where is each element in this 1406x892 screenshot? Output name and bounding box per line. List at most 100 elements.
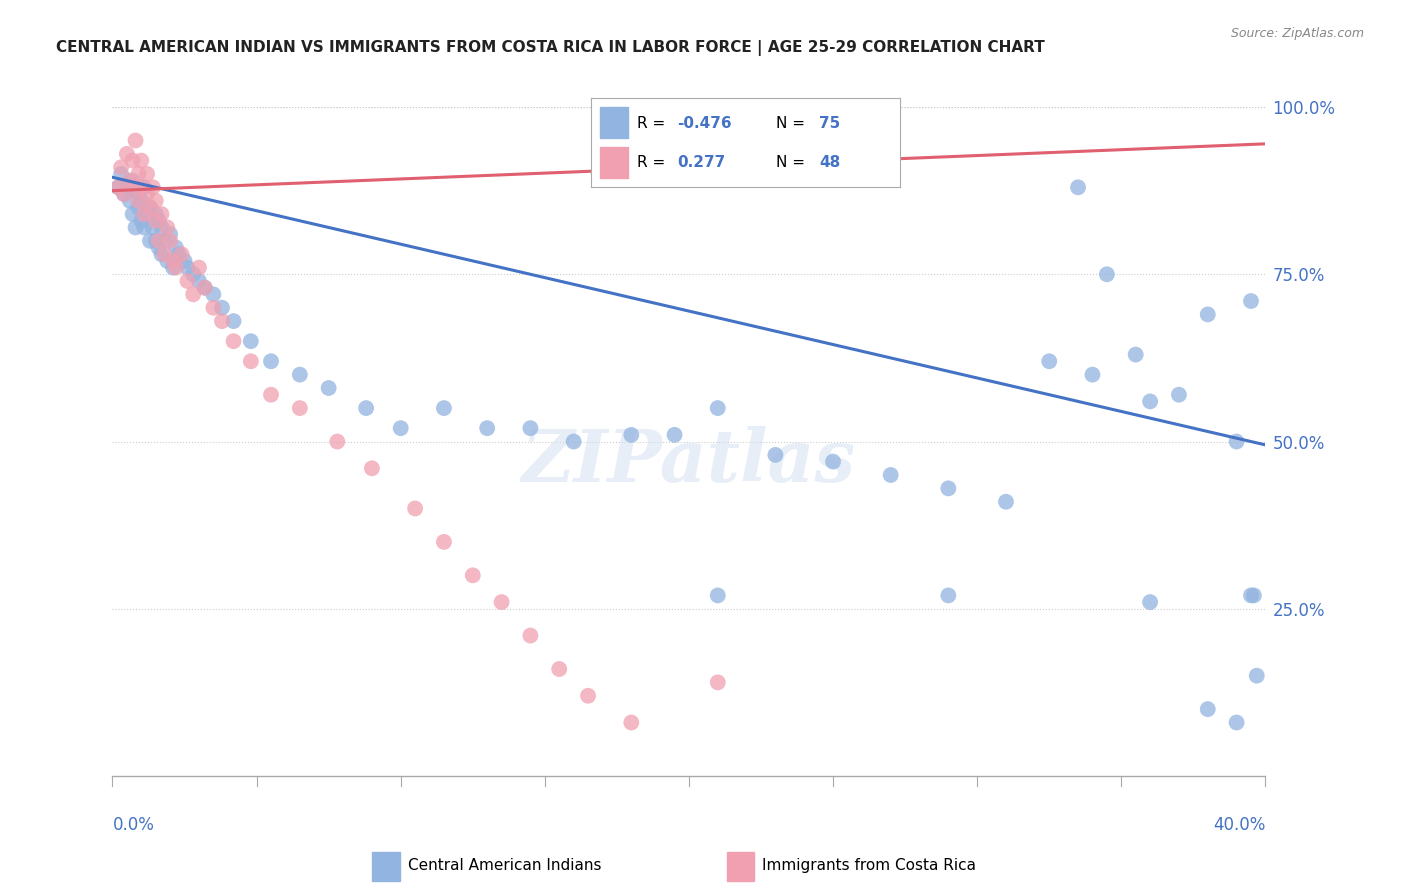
- Point: [211, 301, 233, 315]
- Point: [162, 253, 184, 268]
- Point: [127, 167, 149, 181]
- Point: [318, 381, 340, 395]
- Point: [176, 274, 198, 288]
- Point: [173, 253, 195, 268]
- Point: [548, 662, 571, 676]
- Bar: [373, 852, 399, 881]
- Point: [1240, 294, 1263, 309]
- Point: [1139, 595, 1161, 609]
- Point: [134, 220, 156, 235]
- Point: [260, 354, 283, 368]
- Point: [139, 201, 162, 215]
- Point: [142, 220, 165, 235]
- Point: [124, 133, 146, 147]
- Point: [354, 401, 377, 415]
- Text: Immigrants from Costa Rica: Immigrants from Costa Rica: [762, 858, 976, 872]
- Point: [1197, 702, 1219, 716]
- Point: [475, 421, 499, 435]
- Text: 48: 48: [820, 155, 841, 169]
- Point: [1139, 394, 1161, 409]
- Point: [124, 180, 146, 194]
- Point: [110, 167, 132, 181]
- Point: [1125, 347, 1147, 362]
- Point: [145, 234, 167, 248]
- Point: [936, 482, 959, 496]
- Point: [121, 207, 143, 221]
- Point: [1067, 180, 1090, 194]
- Point: [1095, 268, 1118, 282]
- Point: [136, 167, 159, 181]
- Point: [162, 260, 184, 275]
- Point: [129, 180, 153, 194]
- Point: [129, 194, 153, 208]
- Point: [139, 201, 162, 215]
- Point: [148, 213, 170, 227]
- Point: [211, 314, 233, 328]
- Point: [194, 280, 217, 294]
- Text: Source: ZipAtlas.com: Source: ZipAtlas.com: [1230, 27, 1364, 40]
- Point: [664, 428, 686, 442]
- Point: [620, 715, 643, 730]
- Point: [519, 628, 541, 642]
- Point: [821, 455, 844, 469]
- Point: [156, 220, 179, 235]
- Text: Central American Indians: Central American Indians: [408, 858, 602, 872]
- Point: [127, 187, 149, 202]
- Point: [136, 207, 159, 221]
- Point: [118, 173, 141, 188]
- Point: [134, 180, 156, 194]
- Point: [1081, 368, 1104, 382]
- Point: [202, 301, 225, 315]
- Point: [112, 187, 135, 202]
- Point: [1167, 387, 1189, 401]
- Point: [1226, 434, 1249, 449]
- Bar: [727, 852, 754, 881]
- Point: [142, 180, 165, 194]
- Point: [404, 501, 426, 516]
- Point: [129, 153, 153, 168]
- Point: [150, 220, 173, 235]
- Point: [326, 434, 349, 449]
- Point: [148, 234, 170, 248]
- Point: [121, 153, 143, 168]
- Point: [1246, 669, 1268, 683]
- Point: [880, 467, 903, 482]
- Point: [995, 494, 1018, 508]
- Point: [165, 240, 187, 255]
- Bar: [600, 107, 627, 138]
- Point: [167, 247, 190, 261]
- Point: [202, 287, 225, 301]
- Text: ZIPatlas: ZIPatlas: [522, 426, 856, 497]
- Point: [461, 568, 484, 582]
- Point: [260, 387, 283, 401]
- Point: [145, 194, 167, 208]
- Point: [288, 401, 311, 415]
- Point: [148, 240, 170, 255]
- Point: [127, 194, 149, 208]
- Text: N =: N =: [776, 155, 810, 169]
- Point: [360, 461, 382, 475]
- Point: [576, 689, 599, 703]
- Point: [107, 180, 129, 194]
- Text: 75: 75: [820, 116, 841, 130]
- Point: [389, 421, 412, 435]
- Point: [222, 314, 245, 328]
- Text: CENTRAL AMERICAN INDIAN VS IMMIGRANTS FROM COSTA RICA IN LABOR FORCE | AGE 25-29: CENTRAL AMERICAN INDIAN VS IMMIGRANTS FR…: [56, 40, 1045, 56]
- Point: [165, 260, 187, 275]
- Point: [107, 180, 129, 194]
- Point: [115, 180, 138, 194]
- Point: [707, 589, 730, 603]
- Bar: [600, 147, 627, 178]
- Point: [433, 401, 456, 415]
- Point: [112, 187, 135, 202]
- Point: [181, 268, 204, 282]
- Point: [1243, 589, 1265, 603]
- Point: [170, 247, 193, 261]
- Point: [115, 146, 138, 161]
- Point: [159, 227, 181, 241]
- Point: [159, 234, 181, 248]
- Point: [129, 213, 153, 227]
- Point: [288, 368, 311, 382]
- Point: [110, 160, 132, 174]
- Point: [153, 234, 176, 248]
